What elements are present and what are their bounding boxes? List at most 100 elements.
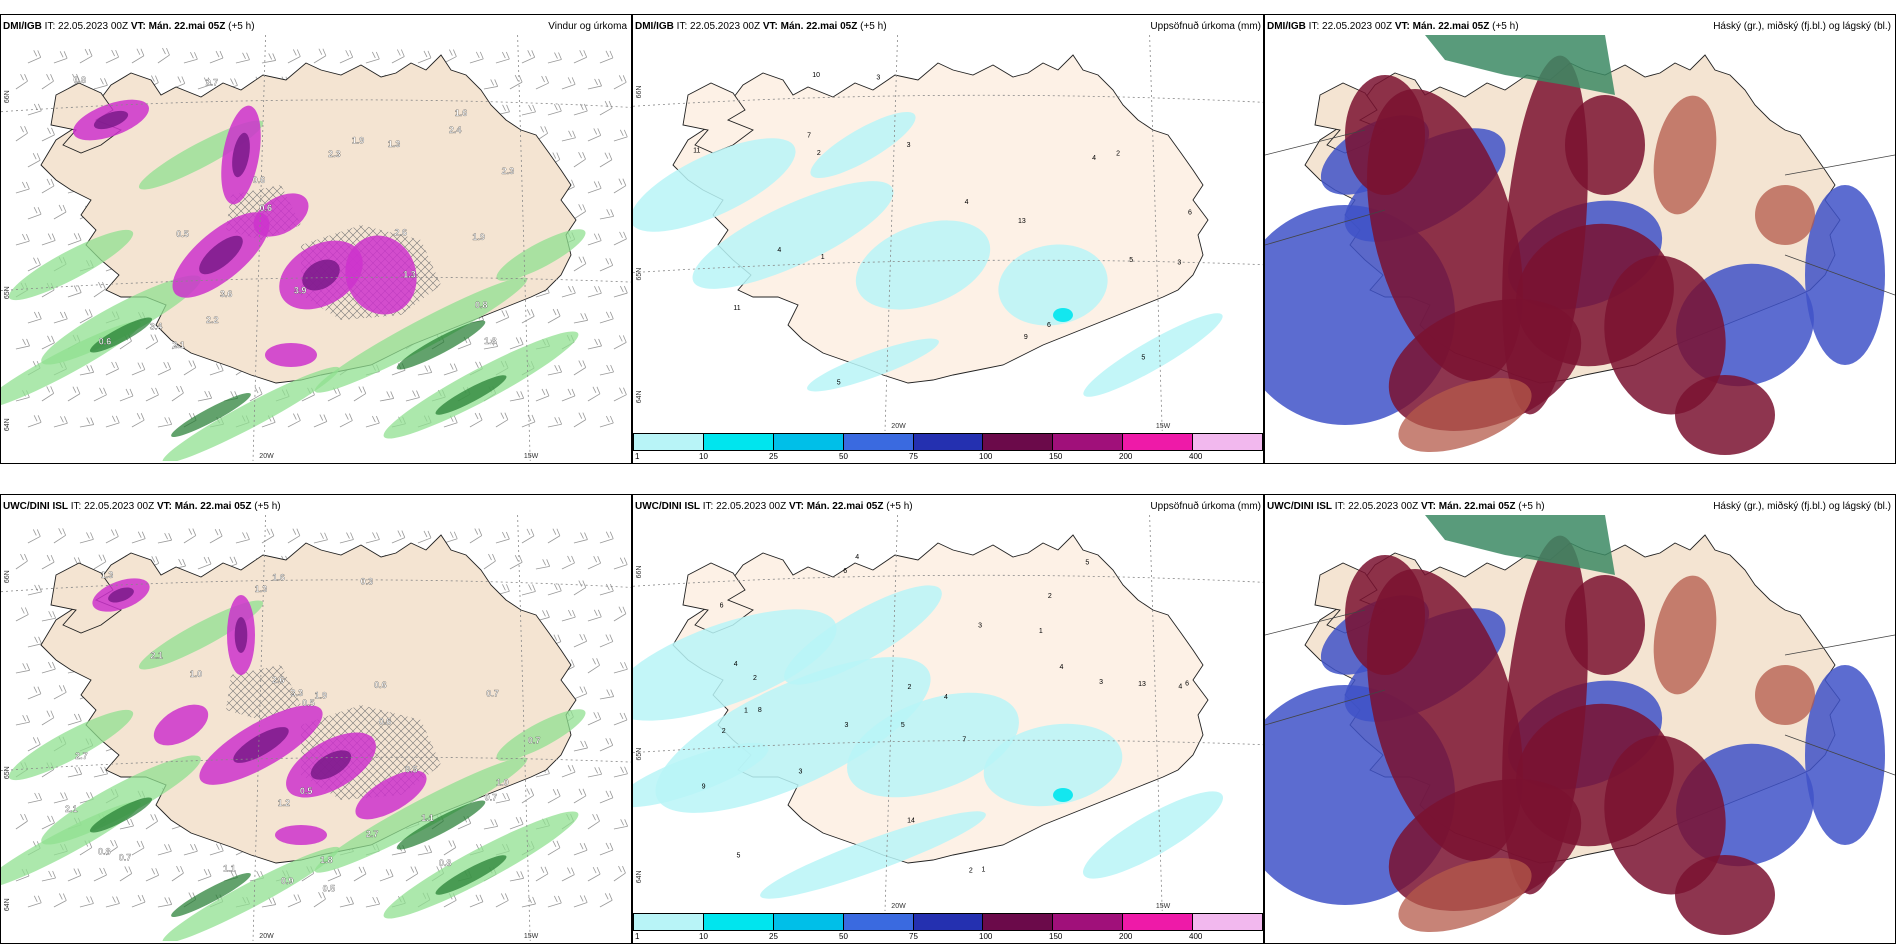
wind-barb — [587, 767, 603, 778]
grid-line — [1149, 35, 1163, 431]
title-precip: Uppsöfnuð úrkoma (mm) — [1150, 21, 1261, 32]
wind-barb — [157, 417, 173, 428]
value-label: 2.4 — [449, 125, 462, 135]
lat-label: 66N — [636, 566, 643, 579]
precip-area — [784, 585, 942, 685]
high-cloud — [1425, 35, 1615, 95]
grid-line — [517, 515, 531, 941]
wind-barb — [599, 258, 614, 272]
wind-barb — [509, 871, 525, 882]
wind-barb — [131, 840, 145, 856]
wind-barb — [171, 385, 184, 402]
wind-barb — [573, 313, 589, 324]
value-label: 4 — [777, 247, 781, 254]
wind-barb — [27, 207, 42, 220]
wind-barb — [405, 866, 419, 882]
wind-barb — [599, 634, 614, 648]
wind-barb — [587, 556, 602, 570]
value-label: 2 — [722, 728, 726, 735]
precip-area — [199, 235, 243, 275]
lon-label: 15W — [524, 453, 539, 460]
wind-barb — [209, 843, 224, 856]
wind-barb — [573, 360, 587, 376]
value-label: 1.3 — [388, 139, 401, 149]
wind-barb — [547, 417, 563, 428]
colorbar-label: 50 — [839, 932, 848, 941]
wind-barb — [15, 74, 28, 90]
wind-barb — [27, 636, 42, 648]
wind-barb — [131, 413, 145, 428]
wind-barb — [547, 308, 561, 324]
wind-barb — [535, 388, 550, 402]
wind-barb — [587, 128, 602, 142]
wind-barb — [67, 386, 81, 402]
value-label: 2 — [969, 867, 973, 874]
wind-barb — [105, 896, 120, 908]
wind-barb — [573, 152, 586, 168]
wind-barb — [587, 866, 601, 882]
grid-line — [633, 574, 1263, 587]
wind-barb — [521, 414, 536, 428]
lat-label: 64N — [636, 870, 643, 883]
panel-top-precip: DMI/IGB IT: 22.05.2023 00Z VT: Mán. 22.m… — [632, 14, 1264, 464]
wind-barb — [145, 814, 158, 830]
wind-barb — [483, 819, 499, 830]
wind-barb — [27, 257, 41, 272]
boundary-line — [1265, 609, 1895, 776]
wind-barb — [599, 152, 613, 168]
wind-barb — [53, 416, 68, 428]
hatched-area — [226, 665, 301, 720]
mid-cloud — [1755, 665, 1815, 725]
wind-barb — [41, 661, 56, 674]
value-label: 0.7 — [485, 792, 498, 802]
value-label: 0.9 — [281, 876, 294, 886]
wind-barb — [235, 52, 250, 64]
panel-bottom-cloud: UWC/DINI ISL IT: 22.05.2023 00Z VT: Mán.… — [1264, 494, 1896, 944]
colorbar-label: 400 — [1189, 452, 1203, 461]
wind-barb — [509, 817, 524, 830]
wind-barb — [131, 362, 146, 376]
wind-barb — [365, 532, 380, 544]
value-label: 0.7 — [486, 688, 499, 698]
wind-barb — [15, 607, 29, 622]
value-label: 0.5 — [323, 884, 336, 894]
mid-cloud — [1675, 855, 1775, 935]
value-label: 3 — [1177, 259, 1181, 266]
value-label: 2.2 — [206, 315, 219, 325]
wind-barb — [573, 103, 588, 116]
grid-line — [1, 756, 631, 771]
wind-barb — [599, 583, 614, 596]
lon-label: 20W — [259, 453, 274, 460]
westfjords-land — [682, 82, 754, 154]
colorbar-swatch — [843, 434, 914, 450]
wind-barb — [613, 285, 628, 298]
wind-barb — [157, 47, 170, 64]
value-label: 0.7 — [119, 853, 132, 863]
precip-area — [8, 709, 134, 781]
value-label: 6 — [1188, 209, 1192, 216]
wind-barb — [79, 48, 93, 64]
value-label: 7 — [962, 737, 966, 744]
value-label: 11 — [693, 147, 700, 154]
value-label: 3 — [1099, 679, 1103, 686]
precip-area — [171, 392, 251, 438]
cloud-map — [1265, 35, 1895, 461]
wind-barb — [469, 412, 483, 428]
title-wind: Vindur og úrkoma — [548, 21, 627, 32]
wind-barb — [547, 840, 561, 856]
header-top-cloud: DMI/IGB IT: 22.05.2023 00Z VT: Mán. 22.m… — [1267, 21, 1519, 32]
title-cloud: Háský (gr.), miðský (fj.bl.) og lágský (… — [1713, 21, 1891, 32]
wind-barb — [27, 311, 42, 324]
grid-line — [884, 515, 898, 911]
wind-barb — [67, 285, 82, 298]
wind-barb — [587, 233, 602, 246]
wind-barb — [561, 285, 576, 298]
westfjords-land — [50, 562, 122, 634]
wind-barb — [391, 49, 405, 64]
value-label: 10 — [812, 72, 820, 79]
value-label: 6 — [720, 603, 724, 610]
wind-barb — [587, 286, 602, 298]
value-label: 5 — [736, 853, 740, 860]
value-label: 4 — [944, 694, 948, 701]
lat-label: 64N — [4, 418, 11, 431]
